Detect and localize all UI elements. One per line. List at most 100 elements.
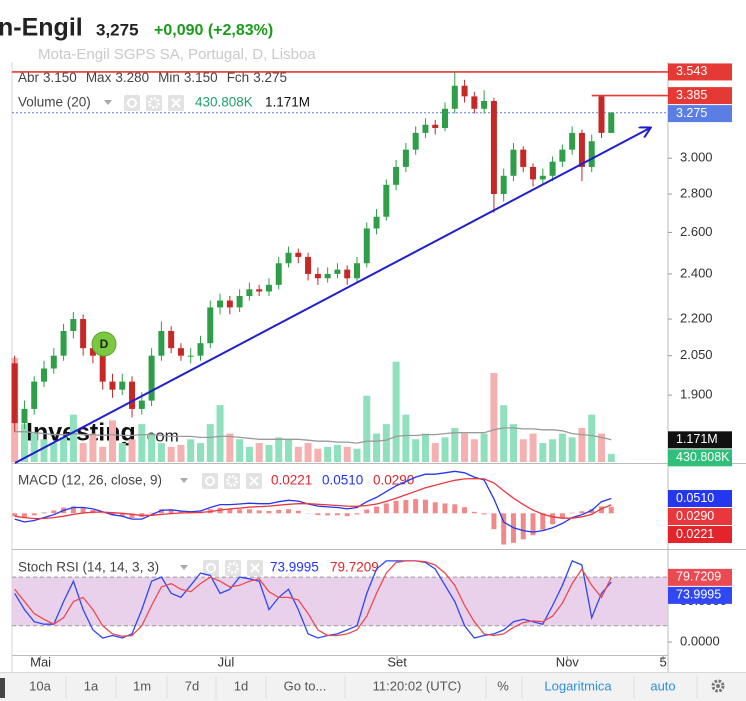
- trend-line[interactable]: [14, 128, 650, 464]
- candle-body: [217, 300, 224, 308]
- volume-bar: [353, 448, 361, 462]
- candle-body: [89, 348, 96, 356]
- histogram-bar: [364, 509, 370, 514]
- volume-bar: [177, 444, 185, 462]
- volume-bar: [236, 439, 244, 462]
- legend-value: 3.280: [115, 70, 149, 85]
- volume-bar: [265, 444, 273, 462]
- candle-body: [41, 368, 48, 382]
- volume-bar: [294, 446, 302, 462]
- range-button[interactable]: 7d: [185, 678, 199, 693]
- candle-body: [490, 100, 497, 194]
- histogram-bar: [344, 513, 350, 517]
- price-change: +0,090 (+2,83%): [154, 22, 273, 39]
- histogram-bar: [129, 513, 135, 518]
- candle-body: [353, 263, 360, 279]
- volume-bar: [441, 437, 449, 462]
- histogram-bar: [383, 503, 389, 514]
- candle-body: [578, 132, 585, 167]
- y-tick-label: 1.900: [680, 387, 713, 402]
- series-0-tag-label: 73.9995: [676, 588, 721, 602]
- candle-body: [99, 355, 106, 382]
- candle-body: [246, 289, 253, 297]
- volume-bar: [451, 427, 459, 462]
- legend-label: Fch: [227, 70, 250, 85]
- histogram-bar: [608, 506, 614, 514]
- series-0-tag-label: 0.0510: [676, 491, 714, 505]
- candle-body: [500, 175, 507, 194]
- series-0-tag: [668, 490, 732, 508]
- candle-body: [295, 252, 302, 257]
- histogram-bar: [559, 513, 565, 519]
- histogram-bar: [149, 512, 155, 514]
- y-tick-label: 0.0000: [680, 633, 720, 648]
- legend-value: 3.275: [253, 70, 287, 85]
- series-1-tag-label: 79.7209: [676, 570, 721, 584]
- price-level-tag-label: 3.543: [676, 64, 707, 78]
- volume-bar: [206, 424, 214, 462]
- histogram-bar: [501, 513, 507, 545]
- price-level-tag: [668, 63, 732, 81]
- histogram-bar: [31, 513, 37, 516]
- price-level-tag-label: 3.385: [676, 88, 707, 102]
- histogram-bar: [119, 513, 125, 517]
- ohlc-legend: Abr 3.150 Max 3.280 Min 3.150 Fch 3.275: [18, 70, 287, 85]
- volume-bar: [285, 439, 293, 462]
- settings-icon[interactable]: [711, 679, 725, 693]
- indicator-icons[interactable]: [203, 560, 263, 576]
- histogram-bar: [325, 513, 331, 516]
- volume-bar: [343, 446, 351, 462]
- volume-value: 430.808K: [195, 95, 253, 110]
- histogram-bar: [589, 509, 595, 514]
- histogram-bar: [462, 507, 468, 514]
- candle-body: [11, 363, 18, 424]
- histogram-bar: [374, 506, 380, 514]
- series-line: [14, 470, 612, 533]
- volume-bar: [60, 437, 68, 462]
- candle-body: [168, 330, 175, 349]
- volume-ma-value: 1.171M: [265, 95, 310, 110]
- dropdown-caret[interactable]: [180, 565, 188, 570]
- volume-bar: [40, 439, 48, 462]
- price-level-tag: [668, 105, 732, 123]
- range-button[interactable]: 1m: [133, 678, 151, 693]
- x-tick-label: Set: [387, 654, 407, 669]
- volume-bar: [333, 444, 341, 462]
- indicator-icons[interactable]: [124, 95, 184, 111]
- histogram-bar: [393, 500, 399, 514]
- candle-body: [314, 273, 321, 279]
- percent-toggle[interactable]: %: [497, 678, 509, 693]
- range-button[interactable]: 10a: [29, 678, 51, 693]
- clock: 11:20:02 (UTC): [373, 678, 462, 693]
- legend-value: 3.150: [184, 70, 218, 85]
- dropdown-caret[interactable]: [180, 478, 188, 483]
- histogram-bar: [295, 510, 301, 514]
- histogram-bar: [51, 510, 57, 514]
- goto-button[interactable]: Go to...: [284, 678, 327, 693]
- histogram-bar: [413, 499, 419, 514]
- price-level-tag: [668, 87, 732, 105]
- symbol: n-Engil: [0, 14, 83, 42]
- indicator-icons[interactable]: [202, 473, 262, 489]
- legend-label: Max: [86, 70, 112, 85]
- candle-body: [334, 269, 341, 274]
- histogram-bar: [256, 510, 262, 514]
- histogram-bar: [168, 509, 174, 514]
- candle-body: [236, 296, 243, 308]
- auto-toggle[interactable]: auto: [650, 678, 675, 693]
- volume-bar: [324, 446, 332, 462]
- candle-body: [344, 269, 351, 279]
- price-level-tag-label: 3.275: [676, 106, 707, 120]
- range-button[interactable]: 1d: [234, 678, 248, 693]
- dividend-badge[interactable]: [91, 331, 117, 357]
- histogram-bar: [452, 504, 458, 514]
- volume-bar: [431, 443, 439, 462]
- candle-body: [187, 355, 194, 357]
- histogram-bar: [432, 502, 438, 514]
- log-toggle[interactable]: Logaritmica: [544, 678, 612, 693]
- dropdown-caret[interactable]: [104, 100, 112, 105]
- candle-body: [70, 319, 77, 331]
- range-button[interactable]: 1a: [84, 678, 99, 693]
- y-tick-label: 2.400: [680, 265, 713, 280]
- candle-body: [80, 319, 87, 349]
